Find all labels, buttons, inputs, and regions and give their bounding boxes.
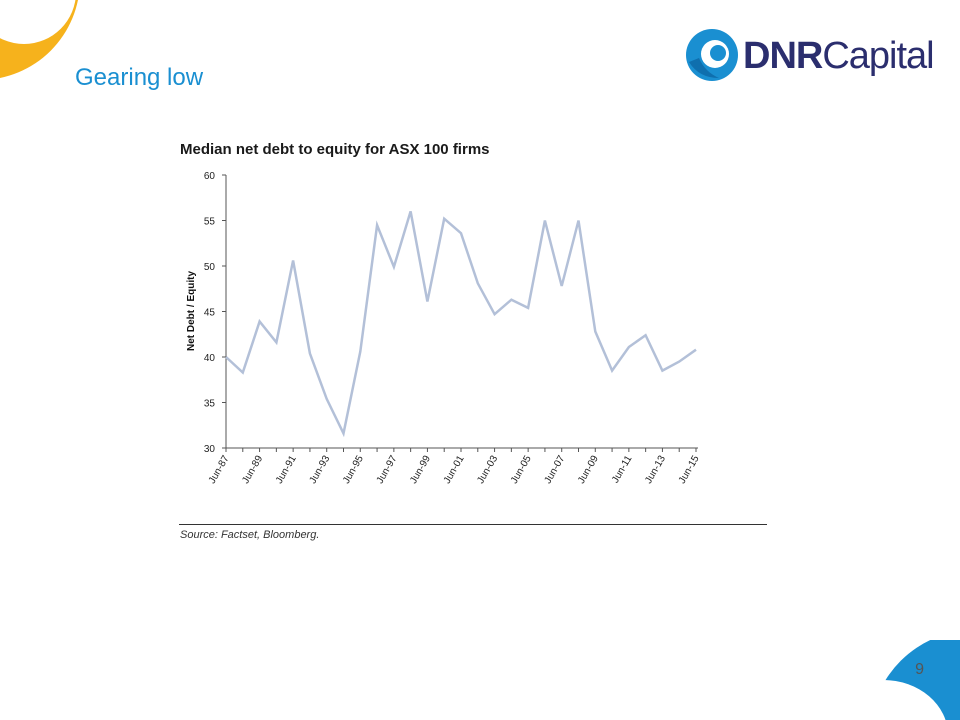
x-tick-label: Jun-99 (408, 453, 433, 485)
logo-text-bold: DNR (743, 35, 823, 77)
x-tick-label: Jun-89 (240, 453, 265, 485)
corner-decoration-top-left (0, 0, 80, 80)
y-axis-label: Net Debt / Equity (186, 271, 197, 351)
y-tick-label: 60 (204, 171, 216, 182)
x-tick-label: Jun-11 (610, 453, 635, 485)
x-tick-label: Jun-91 (274, 453, 299, 485)
x-tick-label: Jun-03 (475, 453, 500, 485)
y-tick-label: 35 (204, 399, 216, 410)
x-tick-label: Jun-15 (677, 453, 702, 485)
x-tick-label: Jun-87 (207, 453, 232, 485)
x-tick-label: Jun-97 (375, 453, 400, 485)
x-tick-label: Jun-93 (308, 453, 333, 485)
y-tick-label: 50 (204, 262, 216, 273)
logo-wordmark: DNRCapital (743, 34, 935, 78)
x-tick-label: Jun-95 (341, 453, 366, 485)
y-tick-label: 45 (204, 308, 216, 319)
chart-title: Median net debt to equity for ASX 100 fi… (180, 141, 490, 158)
x-tick-label: Jun-05 (509, 453, 534, 485)
x-tick-label: Jun-09 (576, 453, 601, 485)
x-tick-label: Jun-01 (442, 453, 467, 485)
company-logo: DNRCapital (685, 28, 935, 84)
y-tick-label: 40 (204, 353, 216, 364)
source-divider (179, 524, 767, 525)
logo-swirl-icon (686, 29, 738, 81)
logo-text-regular: Capital (822, 35, 934, 77)
x-tick-label: Jun-13 (643, 453, 668, 485)
source-note: Source: Factset, Bloomberg. (180, 529, 320, 541)
page-number: 9 (915, 661, 924, 678)
series-line (225, 211, 697, 438)
y-tick-label: 30 (204, 444, 216, 455)
y-tick-label: 55 (204, 217, 216, 228)
x-tick-label: Jun-07 (543, 453, 568, 485)
corner-decoration-bottom-right (870, 640, 960, 720)
slide-title: Gearing low (75, 64, 204, 91)
